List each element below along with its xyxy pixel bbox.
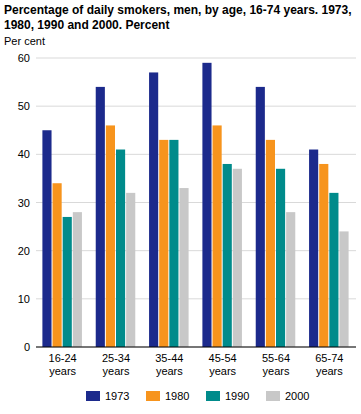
bar (266, 140, 275, 347)
bar (149, 72, 158, 347)
legend-label: 1980 (165, 390, 189, 402)
bar (73, 212, 82, 347)
x-tick-label: 55-64years (262, 352, 290, 377)
grid-line (36, 58, 356, 59)
x-tick-label: 45-54years (209, 352, 237, 377)
grid-line (36, 250, 356, 251)
bar (126, 193, 135, 347)
legend-label: 1990 (225, 390, 249, 402)
y-tick-label: 50 (18, 100, 30, 112)
bar (233, 169, 242, 347)
bars (42, 63, 348, 347)
legend-swatch (266, 391, 280, 401)
bar (96, 87, 105, 347)
legend-swatch (206, 391, 220, 401)
grid-line (36, 298, 356, 299)
legend-swatch (146, 391, 160, 401)
bar (329, 193, 338, 347)
chart: Per cent 0 10 20 30 40 50 60 16-24years 25-34year… (0, 0, 361, 414)
bar (106, 125, 115, 347)
bar (63, 217, 72, 347)
legend-label: 1973 (105, 390, 129, 402)
bar (286, 212, 295, 347)
bar (309, 150, 318, 347)
y-axis-label: Per cent (4, 35, 45, 47)
y-tick-label: 40 (18, 148, 30, 160)
bar (202, 63, 211, 347)
grid-line (36, 154, 356, 155)
bar (116, 150, 125, 347)
bar (169, 140, 178, 347)
bar (276, 169, 285, 347)
bar (179, 188, 188, 347)
x-tick-label: 65-74years (315, 352, 343, 377)
bar (223, 164, 232, 347)
x-tick-label: 16-24years (49, 352, 77, 377)
x-tick-label: 35-44years (155, 352, 183, 377)
bar (256, 87, 265, 347)
bar (339, 231, 348, 347)
bar (213, 125, 222, 347)
y-tick-label: 10 (18, 293, 30, 305)
legend-swatch (86, 391, 100, 401)
x-axis (36, 347, 356, 348)
grid-line (36, 106, 356, 107)
bar (42, 130, 51, 347)
bar (53, 183, 62, 347)
x-tick-label: 25-34years (102, 352, 130, 377)
y-tick-label: 60 (18, 52, 30, 64)
y-tick-label: 20 (18, 245, 30, 257)
y-tick-label: 30 (18, 197, 30, 209)
title: Percentage of daily smokers, men, by age… (4, 3, 356, 33)
grid-line (36, 347, 356, 348)
legend-label: 2000 (285, 390, 309, 402)
legend: 1973 1980 1990 2000 (86, 390, 309, 402)
bar (159, 140, 168, 347)
grid-line (36, 202, 356, 203)
bar (319, 164, 328, 347)
y-tick-label: 0 (24, 341, 30, 353)
